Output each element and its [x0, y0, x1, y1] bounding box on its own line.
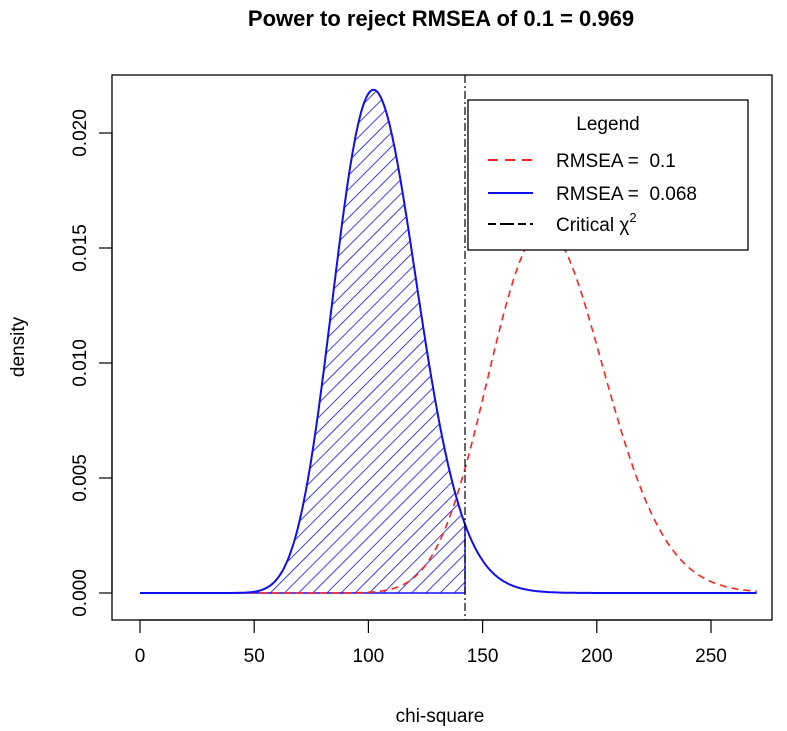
x-tick-label: 100 [353, 646, 385, 667]
y-tick-label: 0.015 [70, 224, 91, 272]
legend-label-rmsea-0.068: RMSEA = 0.068 [556, 184, 697, 205]
x-axis-title: chi-square [396, 706, 485, 727]
y-axis-title: density [8, 316, 29, 377]
x-tick-label: 250 [695, 646, 727, 667]
chart-title: Power to reject RMSEA of 0.1 = 0.969 [248, 6, 634, 31]
x-tick-label: 50 [244, 646, 265, 667]
x-tick-label: 200 [581, 646, 613, 667]
power-shaded-region [140, 89, 466, 594]
y-tick-label: 0.010 [70, 339, 91, 387]
series-line-rmsea-0.068 [140, 88, 757, 594]
legend: Legend RMSEA = 0.1 RMSEA = 0.068 Critica… [467, 99, 749, 251]
legend-title: Legend [576, 114, 639, 135]
legend-label-rmsea-0.1: RMSEA = 0.1 [556, 151, 676, 172]
x-tick-label: 0 [135, 646, 146, 667]
legend-box [467, 99, 749, 251]
y-axis: 0.000 0.005 0.010 0.015 0.020 [70, 109, 113, 617]
legend-label-critical: Critical χ2 [556, 210, 637, 236]
x-axis: 0 50 100 150 200 250 [135, 619, 727, 667]
y-tick-label: 0.020 [70, 109, 91, 157]
x-tick-label: 150 [467, 646, 499, 667]
y-tick-label: 0.005 [70, 454, 91, 502]
y-tick-label: 0.000 [70, 569, 91, 617]
